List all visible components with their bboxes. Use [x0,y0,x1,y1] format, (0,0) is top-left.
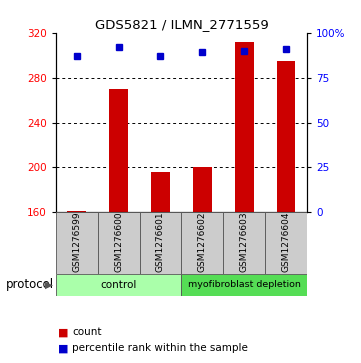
Bar [109,89,128,212]
Bar [181,212,223,274]
Bar [151,172,170,212]
Bar [98,212,140,274]
Bar [265,212,307,274]
Bar [235,42,253,212]
Text: GSM1276602: GSM1276602 [198,212,207,272]
Bar [68,211,86,212]
Text: GSM1276600: GSM1276600 [114,212,123,272]
Title: GDS5821 / ILMN_2771559: GDS5821 / ILMN_2771559 [95,19,268,32]
Bar [56,274,181,296]
Text: GSM1276599: GSM1276599 [72,212,81,272]
Bar [193,167,212,212]
Bar [140,212,181,274]
Text: percentile rank within the sample: percentile rank within the sample [72,343,248,354]
Text: GSM1276604: GSM1276604 [282,212,291,272]
Text: ■: ■ [58,327,69,337]
Text: GSM1276601: GSM1276601 [156,212,165,272]
Text: myofibroblast depletion: myofibroblast depletion [188,281,301,289]
Bar [223,212,265,274]
Text: ■: ■ [58,343,69,354]
Bar [181,274,307,296]
Text: protocol: protocol [5,278,53,291]
Bar [56,212,98,274]
Bar [277,61,295,212]
Text: GSM1276603: GSM1276603 [240,212,249,272]
Text: ▶: ▶ [45,280,53,290]
Text: count: count [72,327,102,337]
Text: control: control [100,280,137,290]
